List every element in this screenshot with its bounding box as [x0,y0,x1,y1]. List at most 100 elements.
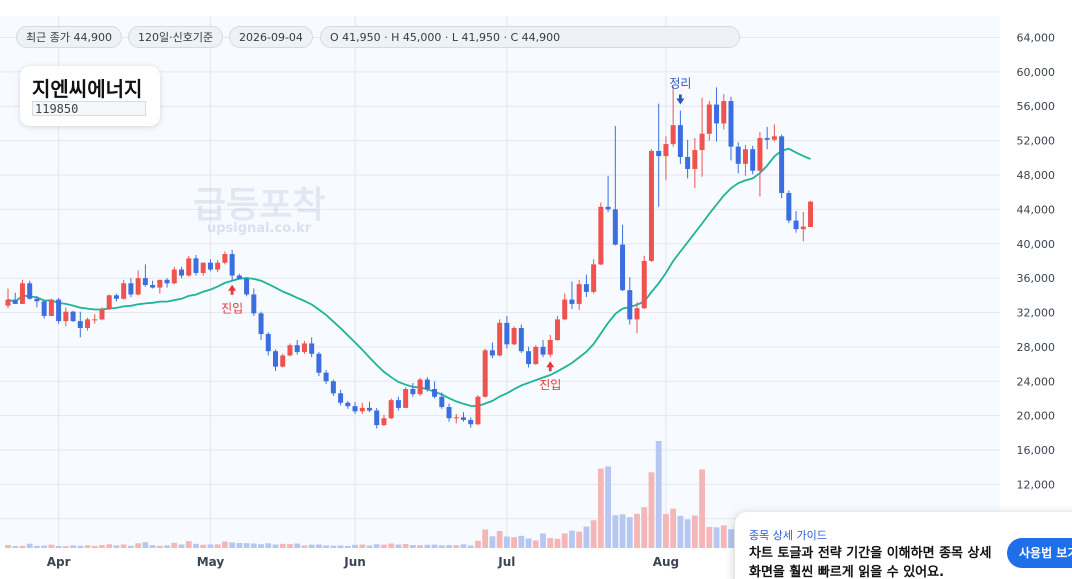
candle-body [12,299,18,304]
stock-code: 119850 [32,101,146,116]
candle-body [526,351,532,365]
volume-bar [576,531,583,548]
candle-body [663,144,669,157]
stock-name: 지엔씨에너지 [32,77,143,101]
volume-bar [482,529,489,548]
volume-bar [99,545,105,548]
volume-bar [12,546,19,548]
y-tick-label: 36,000 [1017,272,1056,285]
volume-bar [670,508,677,548]
y-tick-label: 24,000 [1017,375,1056,388]
x-tick-label: Jun [343,555,366,569]
volume-bar [135,543,142,548]
x-tick-label: May [197,555,225,569]
candle-body [504,322,510,345]
candle-body [583,284,589,292]
volume-bar [417,545,424,548]
volume-bar [554,538,561,548]
volume-bar [561,533,568,548]
candle-body [547,340,553,355]
candle-body [620,244,626,291]
candle-body [482,350,488,397]
candle-body [381,418,387,426]
volume-bar [641,507,648,548]
candle-body [236,275,242,279]
candle-body [793,220,799,230]
y-tick-label: 40,000 [1017,238,1056,251]
volume-bar [315,544,322,548]
candle-body [656,150,662,157]
volume-bar [113,545,120,548]
y-tick-label: 48,000 [1017,169,1056,182]
candle-body [200,262,206,273]
candle-body [605,206,611,210]
volume-bar [344,545,351,548]
candle-body [728,101,734,147]
candle-body [627,290,633,320]
candle-body [5,299,11,306]
candle-body [764,138,770,140]
usage-guide-button[interactable]: 사용법 보기 [1007,538,1072,568]
candle-body [446,407,452,419]
volume-bar [684,519,691,548]
volume-bar [547,538,554,548]
volume-bar [301,545,308,548]
candle-body [157,279,163,288]
entry-signal-label: 진입 [221,302,243,316]
volume-bar [525,538,532,548]
candle-body [742,149,748,164]
candle-body [128,283,134,295]
entry-signal-arrow [228,284,237,295]
volume-bar [409,545,416,548]
volume-bar [171,542,178,548]
candle-body [497,322,503,356]
candle-body [692,150,698,169]
candle-body [533,346,539,365]
candle-body [612,209,618,245]
volume-bar [663,514,669,548]
volume-bar [337,545,344,548]
candle-body [417,379,423,395]
candle-body [800,226,806,230]
candle-body [345,402,351,407]
candle-body [388,400,394,419]
y-tick-label: 20,000 [1017,410,1056,423]
volume-bar [511,537,517,548]
y-tick-label: 32,000 [1017,307,1056,320]
volume-bar [330,545,337,548]
candle-body [562,299,568,320]
volume-bar [272,544,279,548]
candle-body [215,262,221,270]
candle-body [634,308,640,320]
candle-body [771,136,777,140]
volume-bar [34,545,40,548]
candle-body [301,343,307,353]
candle-body [179,269,185,276]
volume-bar [728,529,734,548]
candle-body [193,258,199,273]
volume-bar [677,515,684,548]
volume-bar [91,545,98,548]
volume-bar [431,544,438,548]
volume-bar [258,544,264,548]
candle-body [186,258,192,276]
volume-bar [489,536,496,548]
last-close-pill: 최근 종가 44,900 [16,26,122,48]
volume-bar [467,545,474,548]
candle-body [706,104,712,134]
volume-bar [55,545,62,548]
candle-body [56,299,62,322]
volume-bar [106,544,113,548]
candle-body [518,327,524,352]
volume-bar [250,543,257,548]
volume-bar [540,533,546,548]
volume-bar [691,515,698,548]
volume-bar [569,530,575,548]
volume-bar [207,544,214,548]
candle-body [34,298,40,302]
volume-bar [518,535,525,548]
candle-body [699,133,705,151]
volume-bar [388,543,395,548]
candle-body [113,295,119,299]
